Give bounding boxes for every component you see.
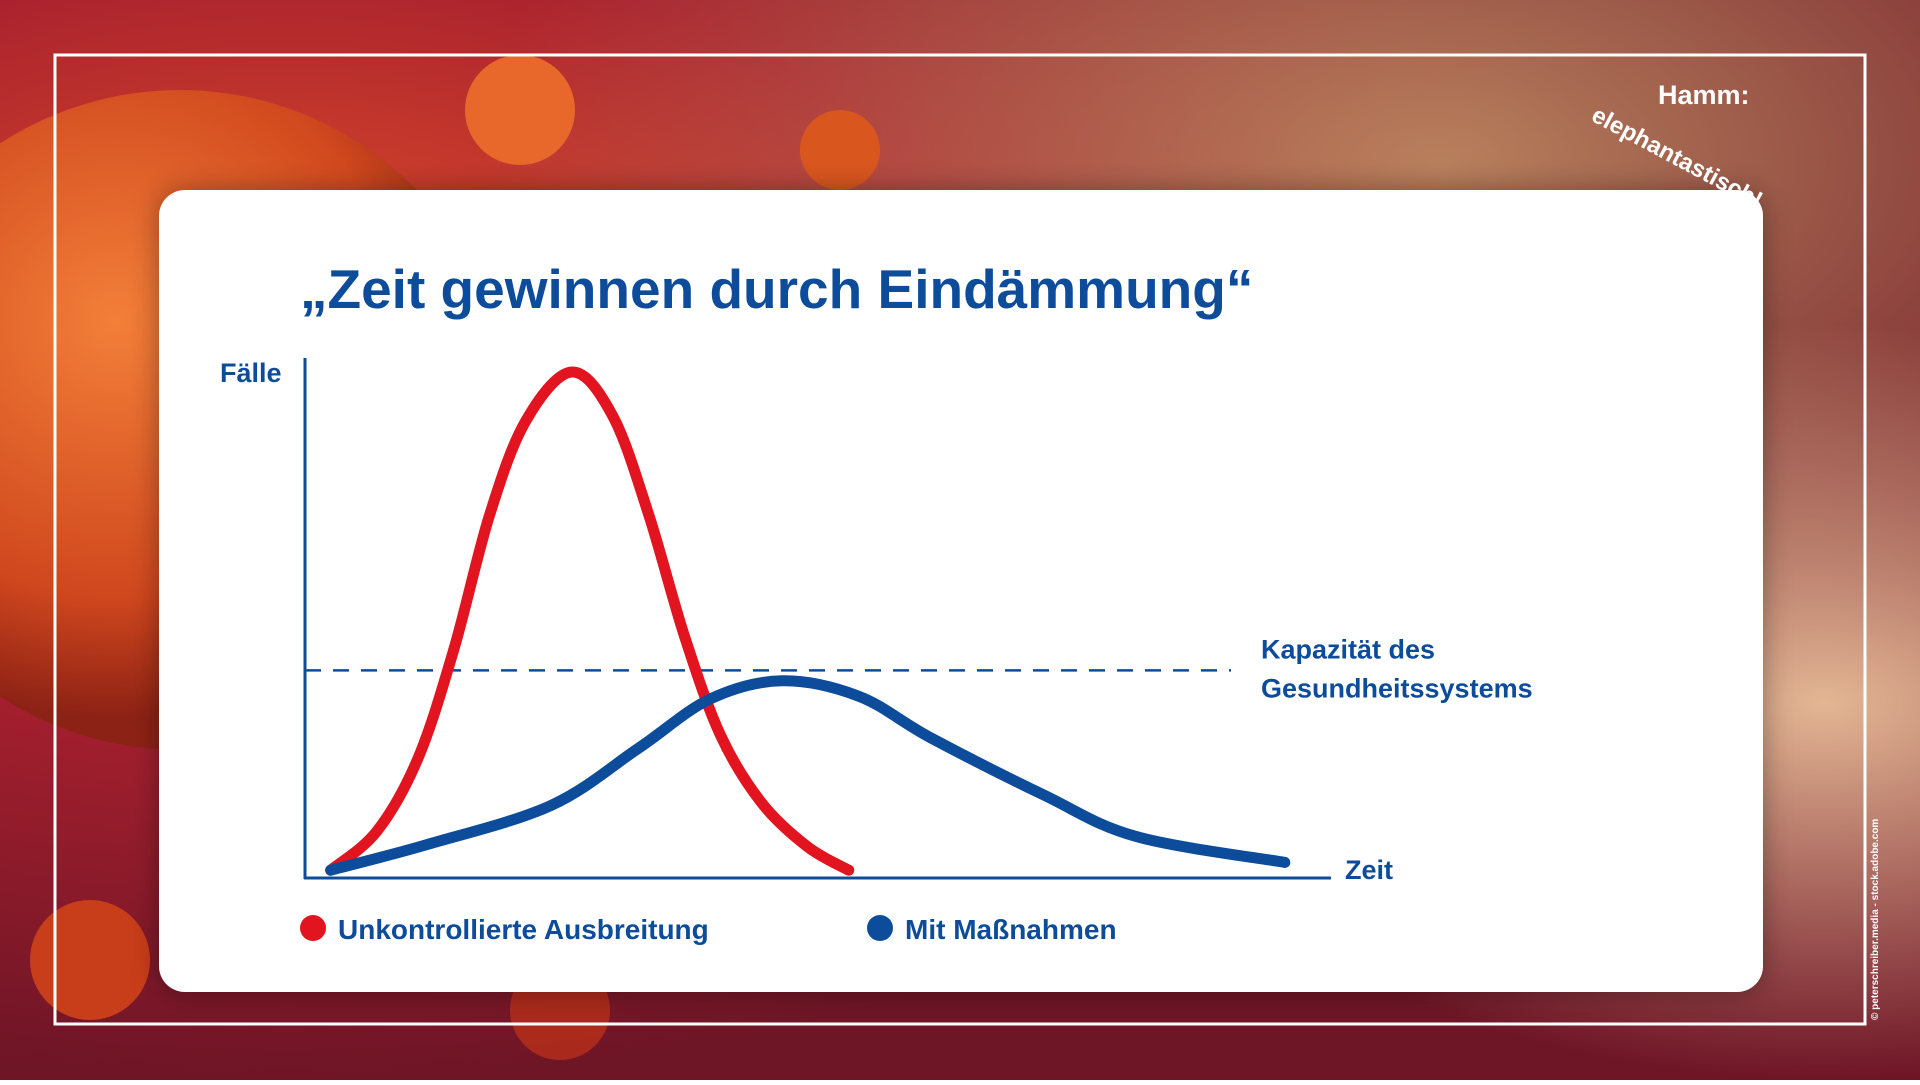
credit: © peterschreiber.media - stock.adobe.com xyxy=(1870,819,1881,1020)
y-axis-label: Fälle xyxy=(220,358,282,388)
chart-panel xyxy=(159,190,1763,992)
series-line xyxy=(325,675,1291,876)
legend-marker xyxy=(867,915,893,941)
legend-label: Mit Maßnahmen xyxy=(905,914,1117,945)
chart-title: „Zeit gewinnen durch Eindämmung“ xyxy=(300,258,1253,320)
x-axis-label: Zeit xyxy=(1345,855,1393,885)
legend-marker xyxy=(300,915,326,941)
frame xyxy=(53,53,1867,1026)
series-line xyxy=(325,366,855,876)
capacity-label: Kapazität des xyxy=(1261,634,1435,664)
capacity-label: Gesundheitssystems xyxy=(1261,673,1533,703)
city-name: Hamm: xyxy=(1658,80,1750,110)
legend-label: Unkontrollierte Ausbreitung xyxy=(338,914,709,945)
